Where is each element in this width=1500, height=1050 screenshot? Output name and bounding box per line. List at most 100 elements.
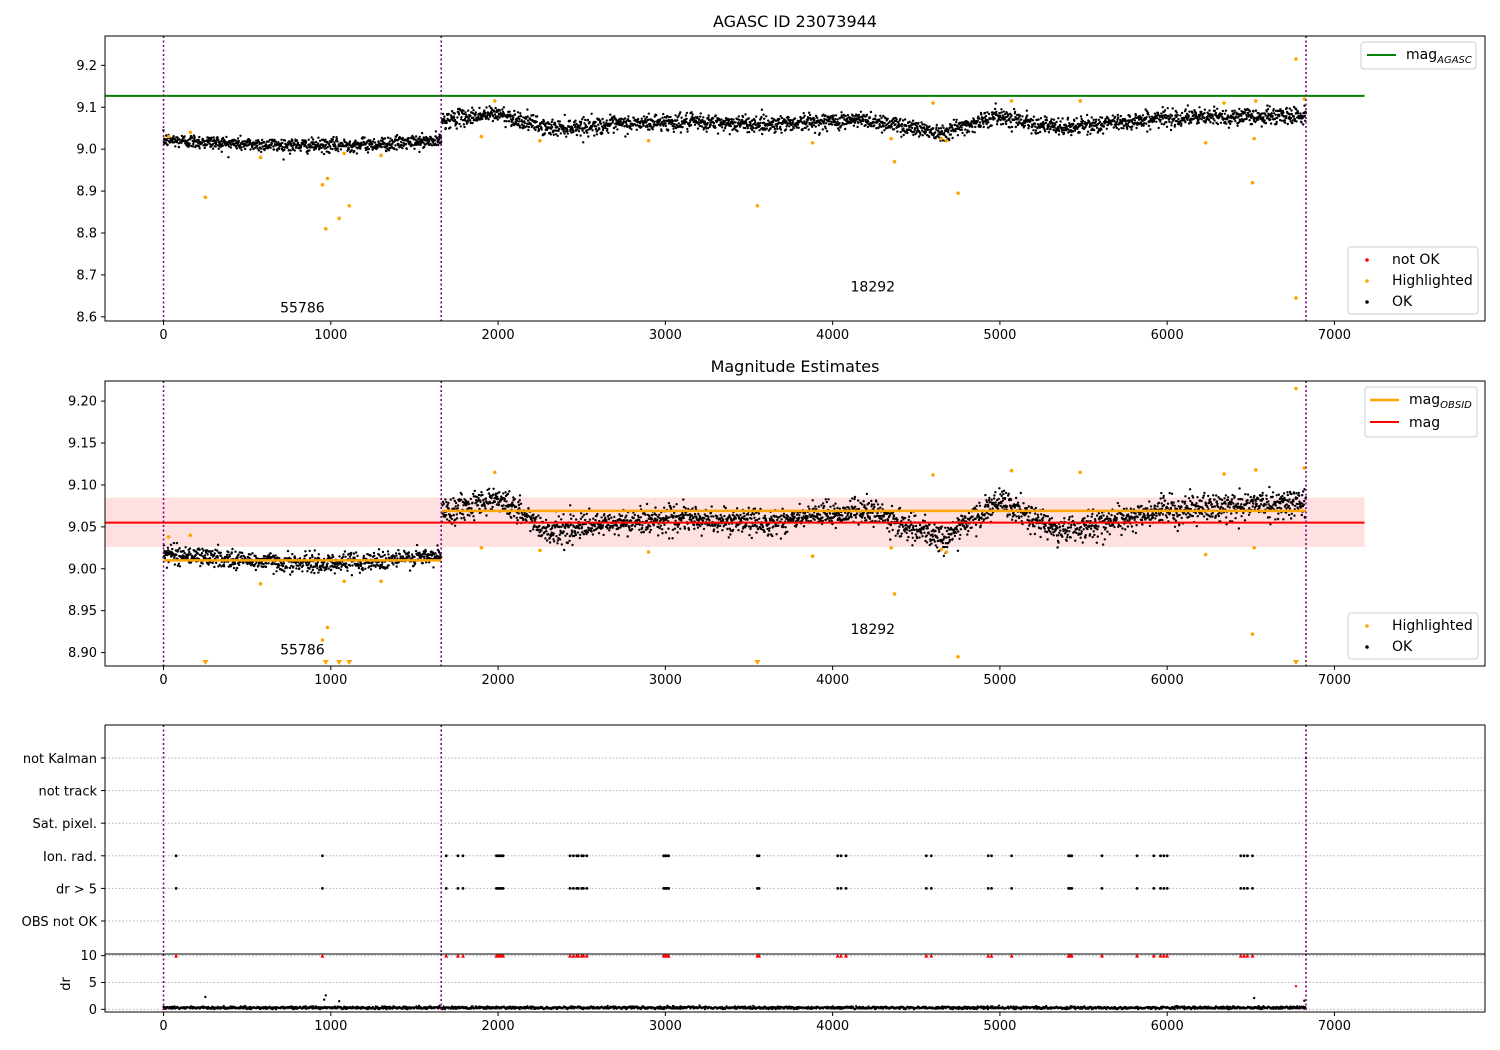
ok-point — [651, 513, 654, 517]
ok-point — [183, 135, 186, 138]
ok-point — [211, 549, 214, 553]
ok-point — [402, 144, 405, 148]
ok-point — [271, 138, 275, 142]
ok-point — [1238, 107, 1241, 111]
ok-point — [771, 123, 774, 126]
ok-point — [982, 122, 985, 125]
ok-point — [601, 117, 604, 121]
ok-point — [840, 114, 843, 117]
ok-point — [872, 121, 876, 124]
ok-point — [487, 492, 491, 495]
ok-point — [960, 128, 964, 131]
ok-point — [763, 117, 766, 121]
ok-point — [208, 140, 211, 143]
ok-point — [626, 132, 629, 136]
ok-point — [381, 550, 385, 554]
ok-point — [744, 126, 747, 130]
ok-point — [539, 122, 542, 126]
highlighted-point — [337, 216, 341, 221]
ok-point — [568, 524, 571, 528]
ok-point — [579, 517, 583, 520]
panel-agasc-title: AGASC ID 23073944 — [713, 12, 877, 31]
ok-point — [534, 518, 537, 521]
ok-point — [517, 120, 521, 123]
ok-point — [291, 570, 294, 573]
ok-point — [995, 123, 999, 126]
ok-point — [621, 122, 625, 125]
ok-point — [734, 121, 737, 124]
ok-point — [1203, 112, 1206, 115]
ok-point — [784, 128, 788, 131]
ok-point — [980, 113, 983, 116]
ok-point — [180, 141, 183, 144]
ok-point — [1165, 125, 1169, 128]
ok-point — [356, 562, 360, 565]
ok-point — [350, 574, 354, 577]
ok-point — [625, 125, 629, 128]
ok-point — [239, 143, 242, 147]
highlighted-point — [492, 99, 497, 103]
ok-point — [880, 125, 883, 128]
ok-point — [332, 135, 335, 139]
ok-point — [336, 147, 339, 150]
ok-point — [1173, 117, 1176, 120]
ok-point — [592, 517, 595, 520]
ok-point — [320, 151, 323, 154]
ok-point — [1163, 109, 1167, 112]
ok-point — [389, 137, 392, 140]
ok-point — [509, 118, 513, 121]
ok-point — [1115, 123, 1118, 126]
ok-point — [943, 131, 946, 134]
ok-point — [393, 140, 396, 143]
ok-point — [1006, 119, 1009, 122]
ok-point — [488, 487, 491, 490]
ok-point — [658, 516, 661, 520]
ok-point — [464, 111, 467, 114]
ok-point — [335, 136, 338, 139]
ok-point — [605, 121, 608, 125]
ok-point — [574, 125, 577, 129]
ok-point — [278, 147, 281, 151]
ok-point — [793, 117, 797, 120]
ok-point — [1131, 125, 1134, 128]
ok-point — [201, 562, 204, 565]
ok-point — [420, 131, 424, 135]
ok-point — [350, 149, 354, 152]
ok-point — [1291, 119, 1295, 122]
ok-point — [380, 145, 383, 149]
ok-point — [1047, 123, 1050, 126]
ok-point — [559, 132, 562, 135]
ok-point — [415, 543, 419, 547]
ok-point — [272, 555, 276, 559]
ok-point — [570, 533, 573, 536]
ok-point — [436, 544, 439, 547]
ok-point — [545, 530, 548, 533]
ok-point — [786, 123, 789, 127]
ok-point — [324, 147, 328, 150]
ok-point — [204, 549, 207, 552]
ok-point — [326, 562, 329, 565]
ok-point — [907, 128, 910, 132]
ok-point — [807, 111, 811, 114]
ok-point — [1004, 122, 1008, 126]
ok-point — [645, 115, 648, 119]
ok-point — [1290, 113, 1294, 116]
ok-point — [236, 142, 239, 146]
ok-point — [441, 512, 444, 515]
ok-point — [425, 561, 428, 564]
ok-point — [188, 547, 192, 550]
ok-point — [974, 125, 977, 129]
ok-point — [262, 563, 265, 566]
ok-point — [578, 527, 581, 530]
ok-point — [993, 107, 997, 111]
ok-point — [336, 140, 339, 143]
ok-point — [255, 561, 258, 564]
ok-point — [1031, 119, 1035, 122]
highlighted-point — [258, 155, 263, 160]
ok-point — [808, 113, 812, 117]
ok-point — [559, 529, 562, 532]
ok-point — [452, 513, 455, 517]
ok-point — [458, 122, 461, 126]
ok-point — [1155, 120, 1158, 124]
